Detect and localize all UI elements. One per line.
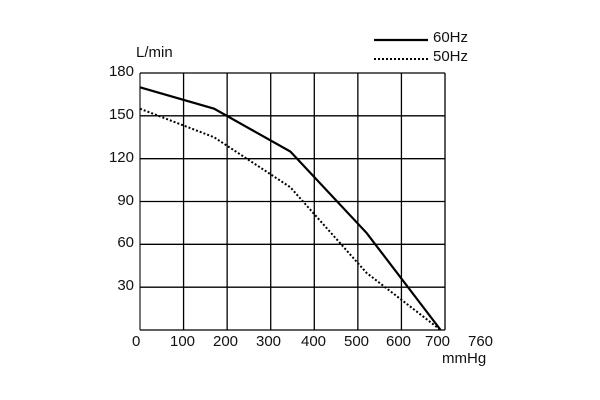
y-tick-label: 90 xyxy=(117,191,134,209)
y-tick-label: 120 xyxy=(108,148,134,166)
x-tick-label: 500 xyxy=(344,333,370,350)
y-tick-label: 180 xyxy=(108,63,134,80)
x-tick-label: 600 xyxy=(386,333,412,350)
y-tick-label: 30 xyxy=(117,277,134,295)
x-tick-label: 300 xyxy=(256,333,282,350)
legend-label-50hz: 50Hz xyxy=(433,48,469,65)
x-tick-label: 700 xyxy=(425,333,451,350)
x-tick-label: 200 xyxy=(213,333,239,350)
y-tick-label: 60 xyxy=(117,234,134,252)
series-line-50hz xyxy=(139,107,442,331)
x-tick-label: 0 xyxy=(132,333,141,350)
y-axis-label: L/min xyxy=(136,44,173,61)
series-line-60hz xyxy=(139,86,442,331)
x-tick-label: 760 xyxy=(468,333,494,350)
x-tick-label: 400 xyxy=(301,333,327,350)
y-tick-label: 150 xyxy=(108,105,134,123)
x-axis-label: mmHg xyxy=(442,350,487,367)
x-tick-label: 100 xyxy=(170,333,196,350)
legend-label-60hz: 60Hz xyxy=(433,29,469,46)
